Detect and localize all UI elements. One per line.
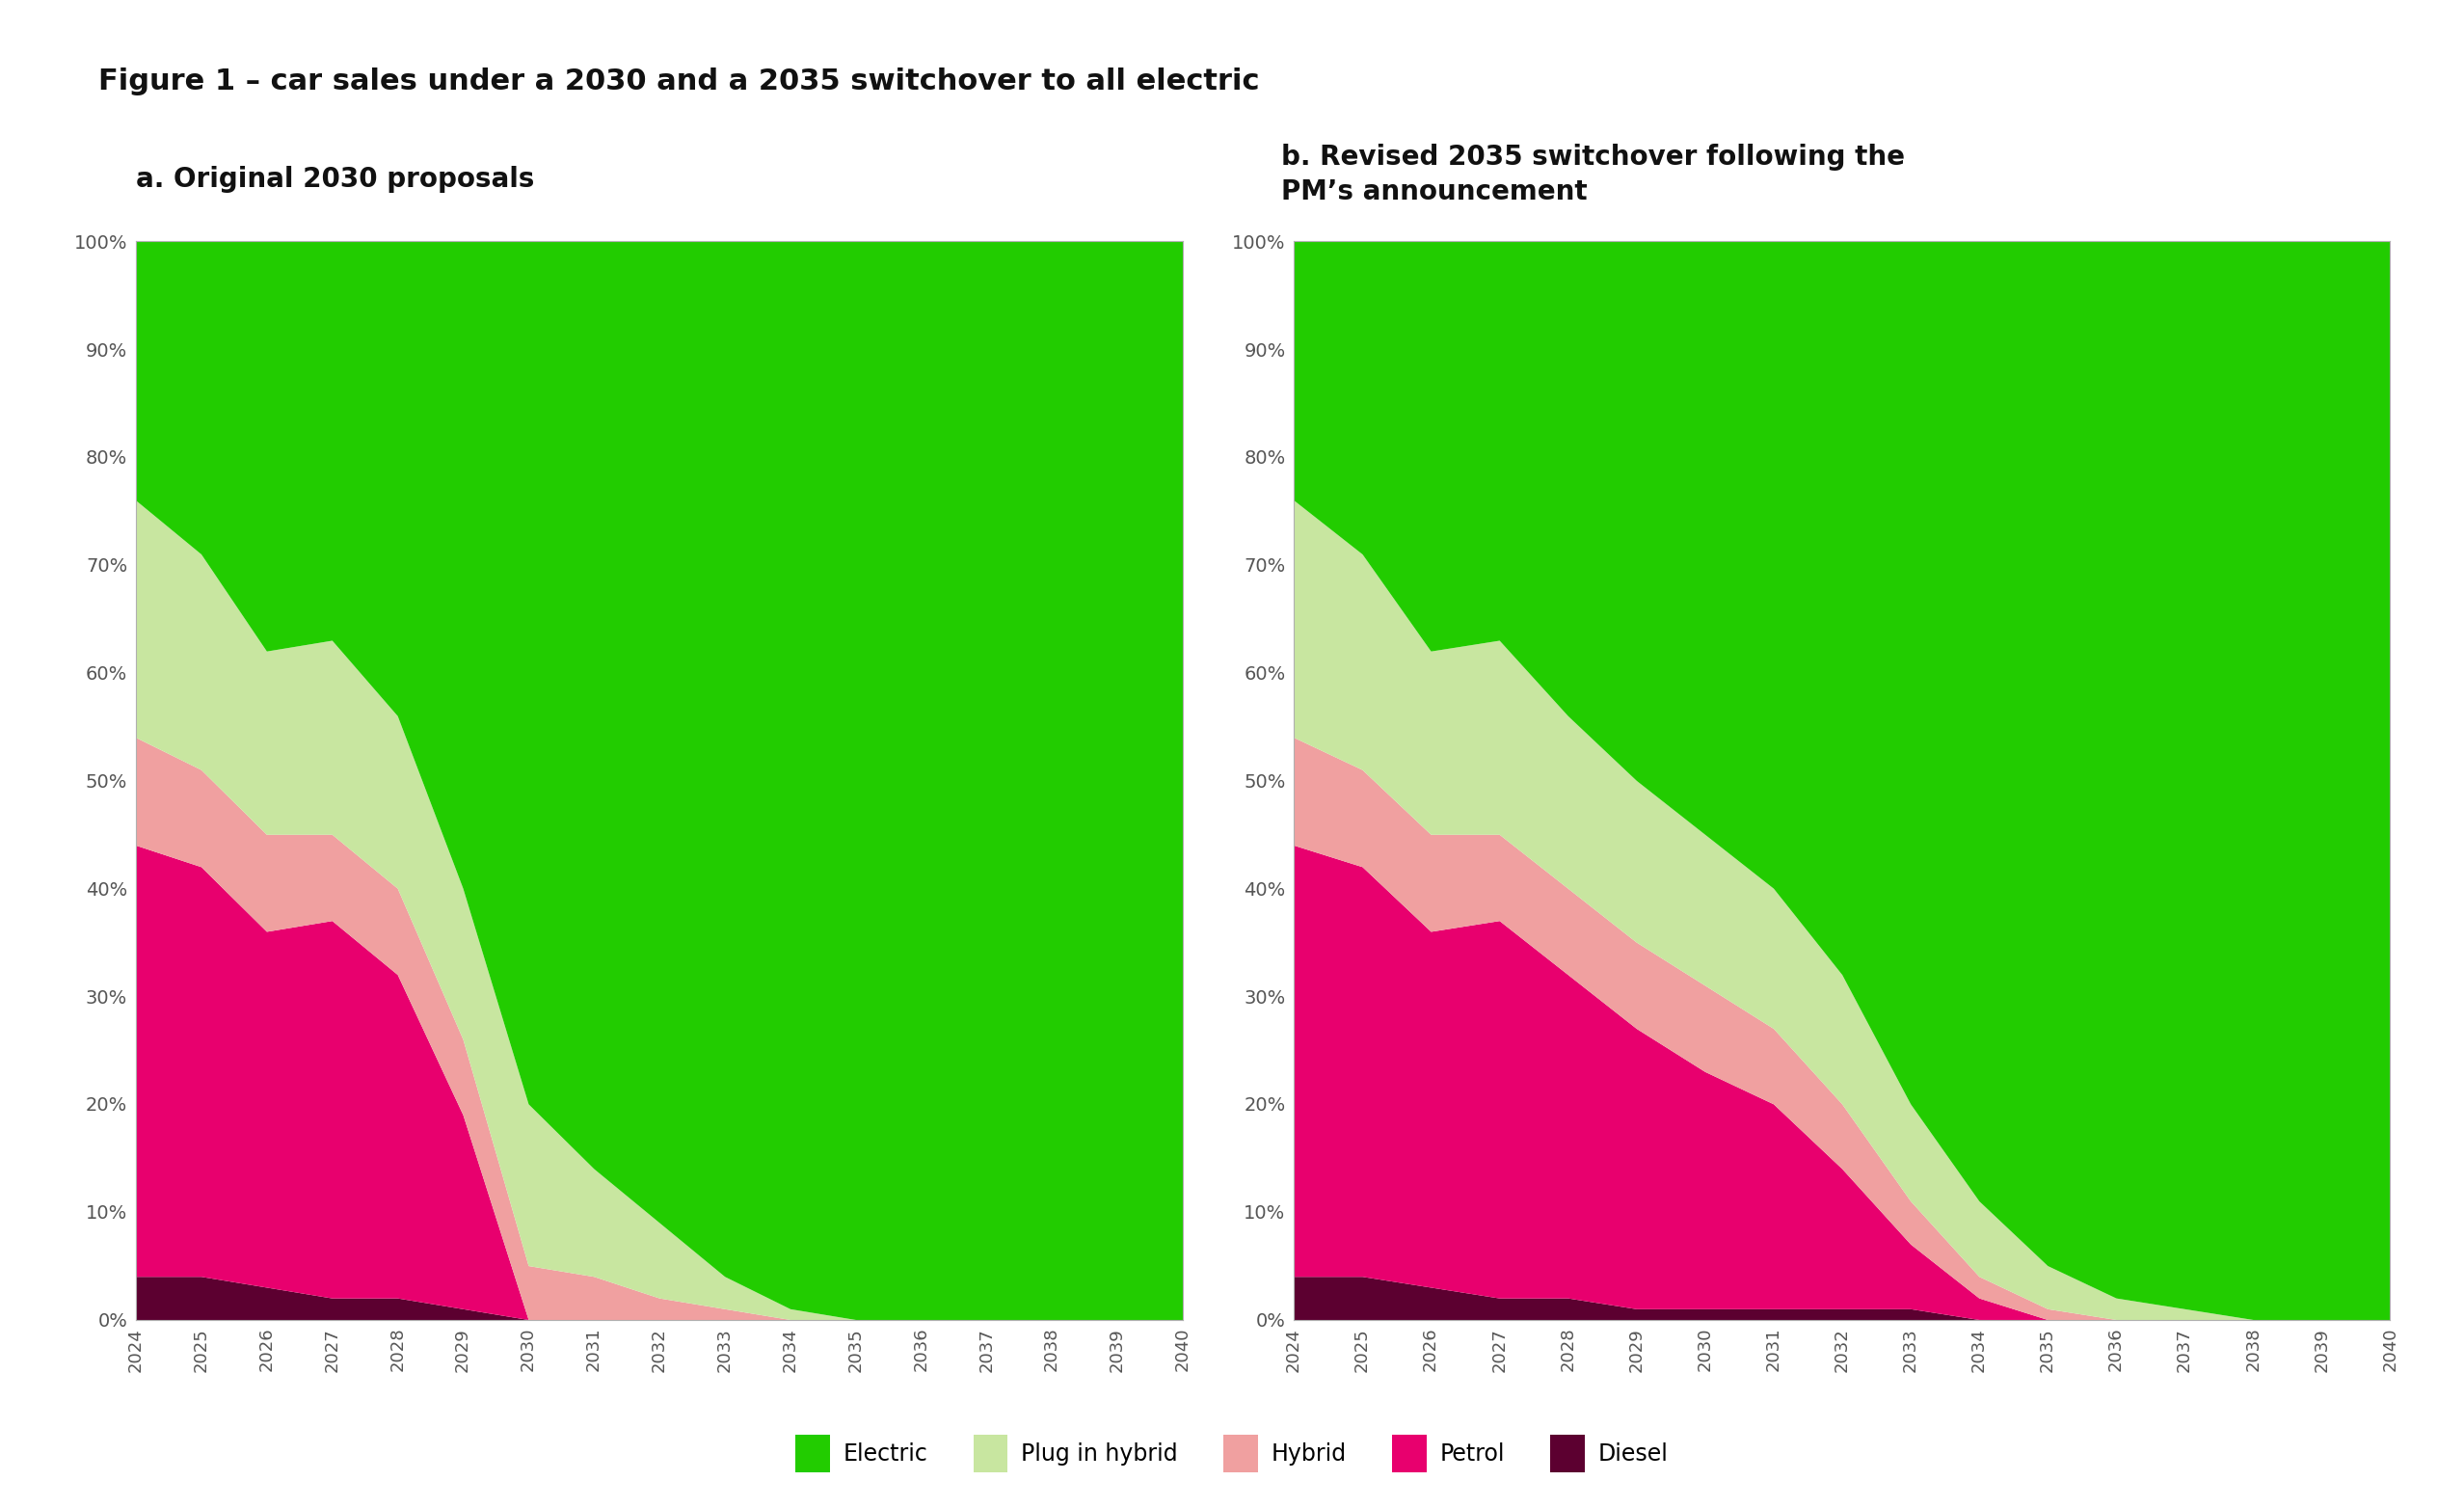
Text: a. Original 2030 proposals: a. Original 2030 proposals [136, 166, 535, 193]
Legend: Electric, Plug in hybrid, Hybrid, Petrol, Diesel: Electric, Plug in hybrid, Hybrid, Petrol… [786, 1425, 1678, 1481]
Text: Figure 1 – car sales under a 2030 and a 2035 switchover to all electric: Figure 1 – car sales under a 2030 and a … [99, 68, 1259, 97]
Text: b. Revised 2035 switchover following the
PM’s announcement: b. Revised 2035 switchover following the… [1281, 143, 1905, 205]
